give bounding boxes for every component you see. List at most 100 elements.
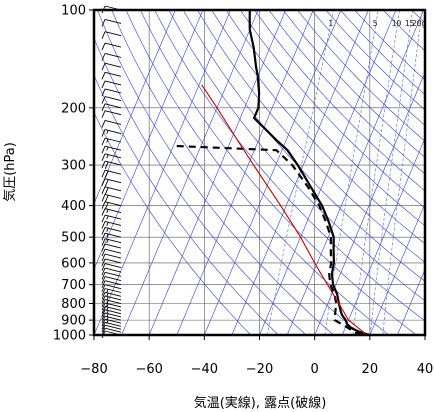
dry-adiabat-line — [211, 10, 425, 245]
isotherm-line — [424, 334, 425, 335]
dry-adiabat-line — [268, 10, 425, 175]
dry-adiabat-line — [197, 10, 425, 263]
wind-barb — [101, 321, 122, 330]
mixing-ratio-line — [352, 10, 400, 335]
y-tick-label: 800 — [61, 297, 86, 312]
dry-adiabat-line — [240, 10, 425, 209]
mixing-ratio-line — [324, 10, 379, 335]
dry-adiabat-line — [354, 10, 425, 81]
y-tick-label: 1000 — [53, 329, 86, 344]
dry-adiabat-line — [94, 111, 252, 335]
isotherm-line — [286, 10, 424, 335]
dry-adiabat-line — [111, 10, 362, 335]
wind-barb — [101, 258, 122, 267]
dry-adiabat-line — [94, 74, 279, 335]
mixing-ratio-label: 1 — [328, 19, 333, 28]
dry-adiabat-line — [97, 10, 334, 335]
mixing-ratio-lines — [267, 10, 423, 335]
wind-barb — [101, 243, 122, 252]
x-tick-label: 20 — [362, 362, 379, 377]
wind-barb — [101, 42, 122, 51]
mixing-ratio-label: 20g — [412, 19, 427, 28]
wind-barb — [101, 291, 122, 300]
isotherm-line — [148, 10, 286, 335]
y-tick-label: 200 — [61, 101, 86, 116]
wind-barb — [101, 208, 122, 216]
x-tick-label: −40 — [191, 362, 218, 377]
wind-barb — [101, 129, 122, 137]
parcel-line — [201, 84, 368, 335]
y-tick-label: 500 — [61, 231, 86, 246]
wind-barb — [101, 80, 122, 89]
wind-barb — [101, 31, 122, 39]
y-axis-title: 気圧(hPa) — [2, 142, 18, 202]
dry-adiabat-line — [339, 10, 425, 96]
wind-barb — [101, 318, 122, 327]
wind-barb — [101, 145, 122, 154]
dry-adiabat-line — [182, 10, 425, 282]
wind-barb — [101, 137, 122, 146]
isotherm-line — [94, 10, 204, 271]
dry-adiabat-line — [297, 10, 425, 142]
mixing-ratio-line — [369, 10, 413, 335]
x-axis-ticks: −80 −60 −40 −20 0 20 40 — [80, 335, 433, 377]
wind-barb — [101, 178, 122, 187]
wind-barb — [101, 226, 122, 235]
wind-barb — [101, 284, 122, 292]
y-tick-label: 900 — [61, 314, 86, 329]
x-tick-label: −60 — [135, 362, 162, 377]
y-tick-label: 700 — [61, 278, 86, 293]
y-tick-label: 600 — [61, 256, 86, 271]
wind-barb — [101, 120, 122, 128]
wind-barb — [101, 276, 122, 284]
mixing-ratio-label: 15 — [405, 19, 415, 28]
isotherm-line — [94, 10, 231, 335]
temperature-line — [248, 10, 371, 335]
dewpoint-line — [173, 144, 363, 335]
x-tick-label: −20 — [246, 362, 273, 377]
wind-barb — [101, 238, 122, 246]
x-tick-label: 0 — [311, 362, 319, 377]
wind-barb — [101, 305, 122, 314]
x-axis-title: 気温(実線), 露点(破線) — [194, 395, 327, 411]
wind-barb — [101, 302, 122, 311]
wind-barb — [101, 267, 122, 276]
wind-barb — [101, 110, 122, 118]
wind-barb — [101, 309, 122, 317]
dry-adiabat-line — [225, 10, 425, 227]
wind-barb — [101, 315, 122, 324]
mixing-ratio-label: 5 — [373, 19, 378, 28]
wind-barb — [101, 312, 122, 321]
wind-barb — [101, 96, 122, 104]
isotherm-line — [259, 10, 397, 335]
dry-adiabat-line — [325, 10, 425, 111]
wind-barb — [101, 299, 122, 307]
y-tick-label: 300 — [61, 159, 86, 174]
dry-adiabats — [94, 10, 425, 335]
dry-adiabat-line — [382, 10, 425, 52]
wind-barb — [101, 232, 122, 241]
wind-barb — [101, 220, 122, 229]
isotherm-line — [369, 202, 425, 335]
wind-barb — [101, 248, 122, 257]
wind-barb — [101, 253, 122, 262]
wind-barb — [101, 214, 122, 223]
y-tick-label: 100 — [61, 4, 86, 19]
dry-adiabat-line — [311, 10, 425, 126]
dry-adiabat-line — [94, 37, 307, 335]
wind-barb — [101, 263, 122, 271]
wind-barb — [101, 288, 122, 296]
sounding-profiles — [173, 10, 371, 335]
y-tick-label: 400 — [61, 199, 86, 214]
wind-barb — [101, 280, 122, 288]
wind-barb — [101, 169, 122, 179]
dry-adiabat-line — [140, 10, 417, 335]
mixing-ratio-line — [267, 10, 334, 335]
x-tick-label: −80 — [80, 362, 107, 377]
isotherm-line — [204, 10, 342, 335]
wind-barb — [101, 201, 122, 210]
isotherm-line — [314, 71, 425, 335]
mixing-ratio-line — [382, 10, 423, 335]
